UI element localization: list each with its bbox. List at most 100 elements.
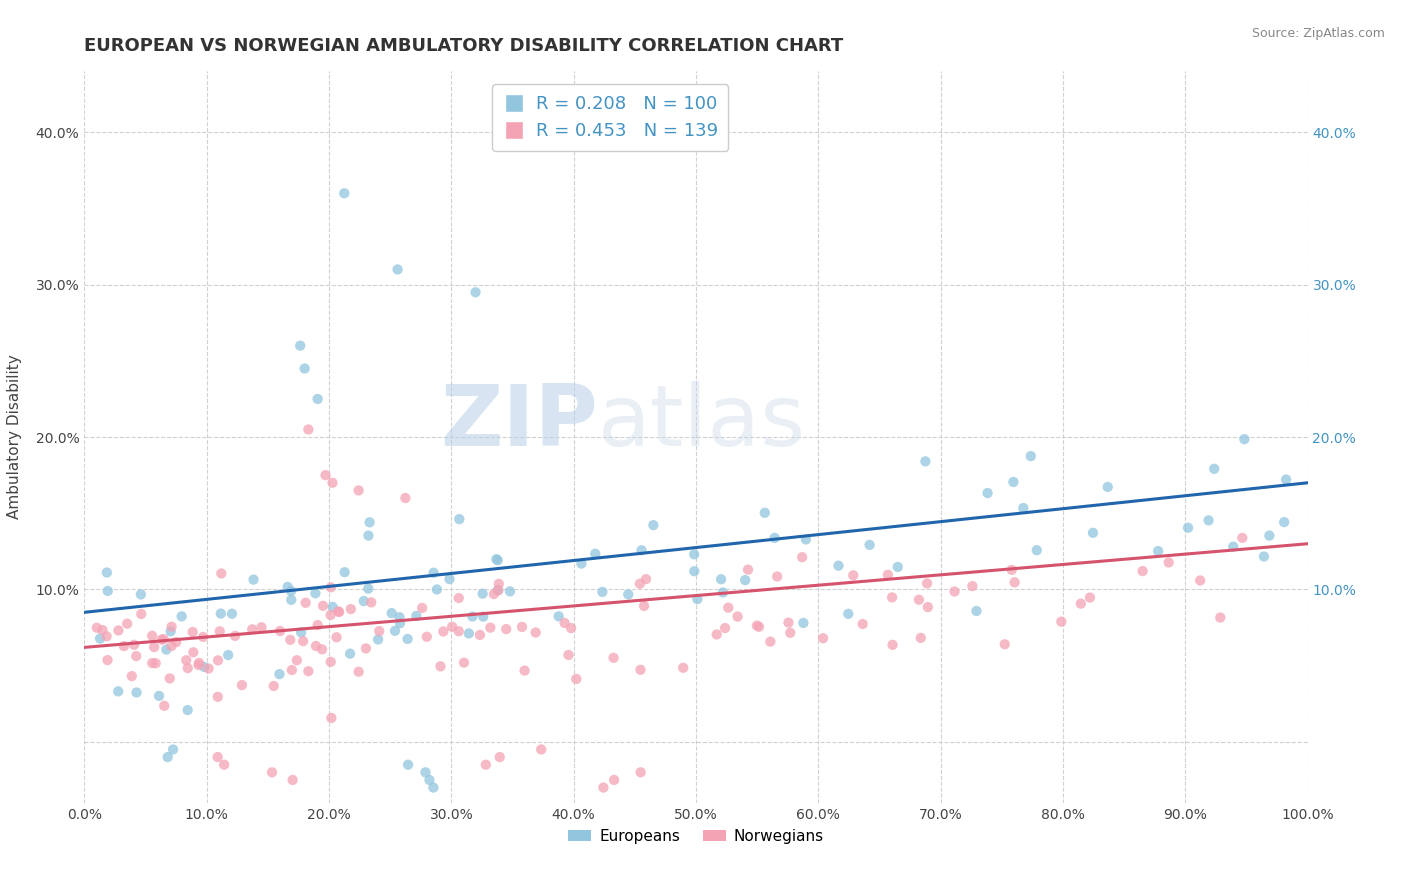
Point (129, 607, 152, 621)
Point (86, 621, 108, 635)
Point (1004, 575, 1026, 590)
Point (115, 616, 138, 631)
Point (347, 483, 370, 498)
Point (415, 765, 437, 780)
Point (269, 667, 291, 681)
Point (557, 648, 579, 662)
Point (176, 703, 198, 717)
Point (152, 632, 174, 646)
Point (592, 780, 614, 795)
Point (260, 765, 283, 780)
Point (162, 742, 184, 756)
Point (193, 660, 215, 674)
Point (628, 576, 651, 591)
Point (1232, 531, 1254, 545)
Point (887, 560, 910, 574)
Point (294, 596, 316, 610)
Legend: Europeans, Norwegians: Europeans, Norwegians (562, 822, 830, 850)
Point (482, 587, 505, 601)
Point (1177, 521, 1199, 535)
Point (89, 632, 111, 646)
Point (837, 607, 859, 621)
Point (339, 647, 361, 661)
Point (297, 664, 319, 678)
Point (187, 658, 209, 673)
Point (672, 661, 695, 675)
Point (792, 550, 814, 565)
Point (389, 616, 412, 631)
Point (315, 468, 337, 483)
Text: EUROPEAN VS NORWEGIAN AMBULATORY DISABILITY CORRELATION CHART: EUROPEAN VS NORWEGIAN AMBULATORY DISABIL… (84, 37, 844, 54)
Point (207, 653, 229, 667)
Point (859, 538, 882, 552)
Point (763, 531, 786, 545)
Point (181, 645, 204, 659)
Point (263, 679, 285, 693)
Point (1147, 544, 1170, 558)
Point (1222, 540, 1244, 554)
Point (208, 624, 231, 639)
Point (965, 604, 987, 618)
Point (453, 656, 475, 670)
Point (197, 661, 219, 675)
Point (340, 602, 363, 616)
Point (779, 625, 801, 640)
Point (297, 422, 319, 436)
Point (547, 609, 569, 624)
Point (250, 620, 273, 634)
Point (121, 669, 143, 683)
Point (1157, 555, 1180, 569)
Text: atlas: atlas (598, 381, 806, 464)
Point (125, 649, 148, 664)
Text: Source: ZipAtlas.com: Source: ZipAtlas.com (1251, 27, 1385, 40)
Point (347, 665, 370, 679)
Point (842, 568, 865, 582)
Point (530, 742, 553, 756)
Point (748, 620, 770, 634)
Point (479, 621, 502, 635)
Point (357, 528, 380, 542)
Point (159, 624, 181, 639)
Point (1233, 432, 1256, 446)
Point (630, 765, 652, 780)
Point (141, 656, 163, 670)
Point (357, 582, 380, 596)
Point (281, 663, 304, 677)
Point (269, 624, 291, 638)
Point (193, 630, 215, 644)
Point (472, 609, 495, 624)
Point (1132, 564, 1154, 578)
Point (464, 285, 486, 300)
Point (174, 653, 197, 667)
Point (486, 583, 509, 598)
Point (915, 576, 938, 591)
Point (962, 579, 984, 593)
Point (328, 604, 350, 618)
Point (304, 586, 326, 600)
Point (447, 624, 470, 639)
Point (943, 584, 966, 599)
Point (181, 625, 204, 640)
Point (1070, 597, 1092, 611)
Point (353, 594, 375, 608)
Point (277, 580, 299, 594)
Point (170, 609, 193, 624)
Point (307, 618, 329, 632)
Point (1019, 449, 1042, 463)
Point (1204, 462, 1226, 476)
Point (1198, 513, 1220, 527)
Point (396, 757, 419, 772)
Point (439, 572, 461, 586)
Point (107, 684, 129, 698)
Point (212, 757, 235, 772)
Point (96, 566, 118, 580)
Point (617, 587, 640, 601)
Point (209, 607, 232, 621)
Point (294, 361, 316, 376)
Point (754, 506, 776, 520)
Point (583, 547, 606, 561)
Point (432, 624, 454, 639)
Point (486, 583, 509, 598)
Point (112, 639, 135, 653)
Point (778, 615, 800, 630)
